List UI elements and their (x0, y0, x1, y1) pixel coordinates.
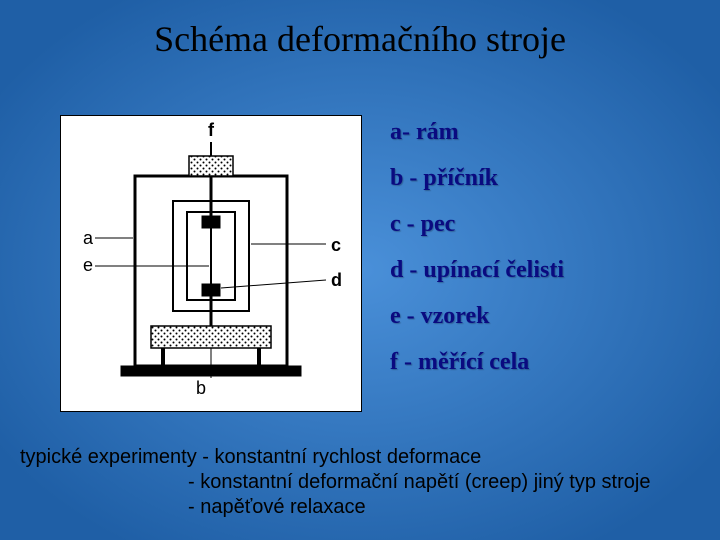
machine-diagram: f ae b cd (60, 115, 362, 412)
footer-line-2: - konstantní deformační napětí (creep) j… (20, 470, 650, 495)
legend-item-c: c - pec (390, 212, 564, 236)
legend-item-a: a- rám (390, 120, 564, 144)
footer-line-1: typické experimenty - konstantní rychlos… (20, 445, 650, 470)
svg-text:a: a (83, 228, 94, 248)
svg-text:f: f (208, 120, 215, 140)
slide: Schéma deformačního stroje f ae b cd a- rám… (0, 0, 720, 540)
svg-text:e: e (83, 255, 93, 275)
legend-item-f: f - měřící cela (390, 350, 564, 374)
diagram-svg: f ae b cd (61, 116, 361, 411)
footer-line-3: - napěťové relaxace (20, 495, 650, 520)
legend: a- rám b - příčník c - pec d - upínací č… (390, 120, 564, 396)
footer-text: typické experimenty - konstantní rychlos… (20, 445, 650, 520)
svg-text:c: c (331, 235, 341, 255)
legend-item-b: b - příčník (390, 166, 564, 190)
legend-item-e: e - vzorek (390, 304, 564, 328)
svg-text:b: b (196, 378, 206, 398)
svg-text:d: d (331, 270, 342, 290)
page-title: Schéma deformačního stroje (0, 18, 720, 60)
legend-item-d: d - upínací čelisti (390, 258, 564, 282)
